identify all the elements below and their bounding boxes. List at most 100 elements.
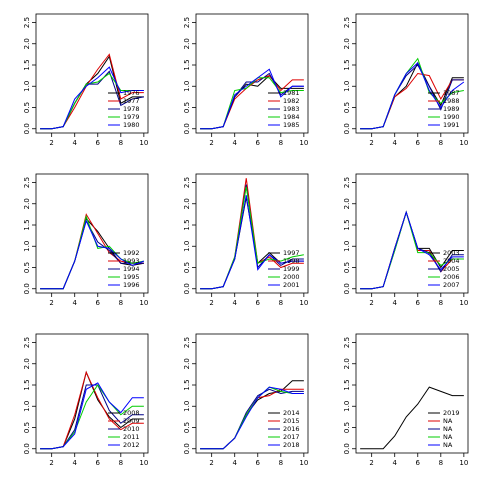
y-tick-label: 1.0 [183,81,191,92]
plot-frame [35,173,149,294]
y-tick-label: 2.0 [23,38,31,49]
plot-frame [35,333,149,454]
y-tick-label: 1.0 [23,241,31,252]
legend-label: 1984 [283,113,300,121]
y-tick-label: 1.5 [183,59,191,70]
series-line [200,68,304,130]
y-tick-label: 1.0 [343,401,351,412]
y-tick-label: 0.5 [343,262,351,273]
legend-label: 2004 [443,257,460,265]
y-tick-label: 2.0 [343,198,351,209]
legend-label: 1991 [443,121,460,129]
y-tick-label: 2.5 [23,17,31,28]
x-tick-label: 6 [256,299,261,307]
y-tick-label: 0.5 [343,102,351,113]
x-tick-label: 10 [299,459,308,467]
series-line [40,382,144,450]
y-tick-label: 2.5 [23,177,31,188]
x-tick-label: 10 [139,459,148,467]
x-tick-label: 2 [49,299,53,307]
x-tick-label: 2 [49,459,53,467]
y-tick-label: 0.0 [183,283,191,294]
legend-label: 1989 [443,105,460,113]
y-tick-label: 0.5 [23,262,31,273]
x-tick-label: 2 [369,139,373,147]
legend-label: 2001 [283,281,300,289]
y-tick-label: 2.5 [23,337,31,348]
y-tick-label: 2.5 [183,17,191,28]
y-tick-label: 0.0 [23,443,31,454]
legend-label: 2015 [283,417,300,425]
plot-frame [195,13,309,134]
plot-frame [355,333,469,454]
y-tick-label: 0.5 [23,422,31,433]
x-tick-label: 4 [232,459,237,467]
legend-label: 1992 [123,249,140,257]
y-tick-label: 2.0 [343,358,351,369]
x-tick-label: 10 [299,299,308,307]
x-tick-label: 10 [299,139,308,147]
panel: 0.0 0.5 1.0 1.5 2.0 2.5 2 4 6 8 10 2014201520162017… [183,333,309,467]
plot-frame [195,173,309,294]
series-line [360,386,464,450]
x-tick-label: 6 [96,299,101,307]
y-tick-label: 0.0 [23,123,31,134]
panel: 0.0 0.5 1.0 1.5 2.0 2.5 2 4 6 8 10 2003200420052006… [343,173,469,307]
x-tick-label: 4 [392,139,397,147]
series-line [360,62,465,130]
legend-label: 2012 [123,441,140,449]
legend-label: 1999 [283,265,300,273]
x-tick-label: 2 [369,459,373,467]
x-tick-label: 8 [279,299,283,307]
y-tick-label: 2.5 [183,337,191,348]
y-tick-label: 1.5 [343,219,351,230]
legend-label: 2011 [123,433,140,441]
x-tick-label: 8 [439,459,443,467]
x-tick-label: 10 [139,139,148,147]
panel: 0.0 0.5 1.0 1.5 2.0 2.5 2 4 6 8 10 1976197719781979… [23,13,149,147]
legend-label: 2007 [443,281,460,289]
x-tick-label: 4 [232,299,237,307]
legend-label: 1997 [283,249,300,257]
x-tick-label: 6 [256,459,261,467]
y-tick-label: 0.0 [23,283,31,294]
x-tick-label: 4 [72,459,77,467]
y-tick-label: 0.0 [343,283,351,294]
legend-label: 1978 [123,105,140,113]
legend-label: 1990 [443,113,460,121]
legend-label: NA [443,417,453,425]
plot-frame [35,13,149,134]
y-tick-label: 1.5 [183,219,191,230]
legend-label: NA [443,441,453,449]
series-line [200,386,304,450]
y-tick-label: 2.5 [343,177,351,188]
y-tick-label: 1.5 [23,379,31,390]
y-tick-label: 1.5 [23,59,31,70]
y-tick-label: 1.0 [23,401,31,412]
x-tick-label: 4 [72,139,77,147]
y-tick-label: 0.0 [183,123,191,134]
x-tick-label: 8 [119,299,123,307]
x-tick-label: 8 [439,139,443,147]
y-tick-label: 1.5 [343,59,351,70]
legend-label: 1979 [123,113,140,121]
legend-label: 2008 [123,409,140,417]
x-tick-label: 10 [459,299,468,307]
legend-label: 2016 [283,425,300,433]
y-tick-label: 1.5 [183,379,191,390]
legend-label: 1980 [123,121,140,129]
legend-label: 2010 [123,425,140,433]
x-tick-label: 6 [416,459,421,467]
legend-label: 2018 [283,441,300,449]
y-tick-label: 2.0 [23,198,31,209]
series-line [40,219,145,290]
y-tick-label: 1.5 [343,379,351,390]
legend-label: 1988 [443,97,460,105]
